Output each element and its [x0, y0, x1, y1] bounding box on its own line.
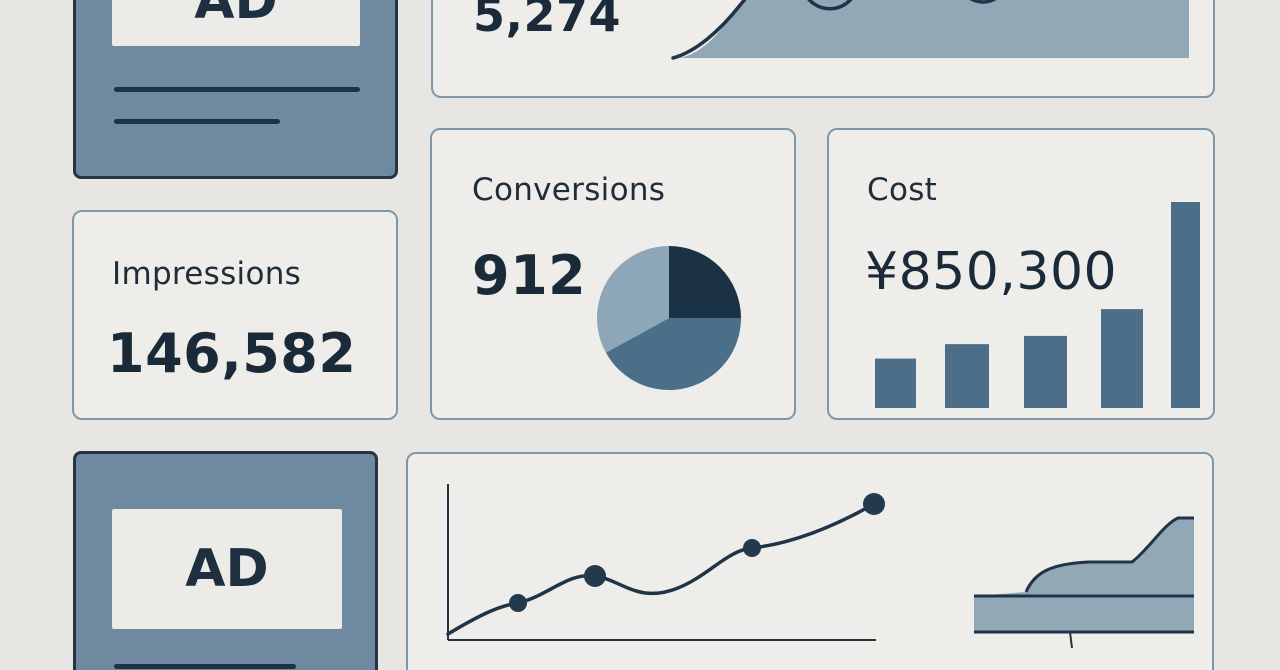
top-ad-badge: AD: [112, 0, 360, 46]
trend-line: [446, 502, 876, 636]
top-ad-panel[interactable]: AD: [73, 0, 398, 179]
cost-bar-4: [1101, 309, 1143, 408]
trend-chart: [446, 484, 1194, 649]
conversions-card[interactable]: Conversions 912: [430, 128, 796, 420]
clicks-curve-2: [969, 0, 997, 4]
top-ad-line-1: [114, 87, 360, 92]
trend-area-line: [1024, 516, 1194, 593]
trend-point-2: [584, 565, 606, 587]
impressions-card[interactable]: Impressions 146,582: [72, 210, 398, 420]
bottom-ad-panel[interactable]: AD: [73, 451, 378, 670]
trend-card[interactable]: [406, 452, 1214, 670]
clicks-area-chart: [671, 0, 1189, 60]
pie-slice-2: [605, 318, 741, 390]
impressions-value: 146,582: [107, 322, 357, 385]
pie-slice-1: [669, 246, 741, 318]
pie-slice-3: [597, 246, 669, 353]
cost-value: ¥850,300: [865, 242, 1118, 302]
trend-area-tick: [1069, 631, 1073, 649]
cost-bar-1: [875, 358, 916, 408]
trend-point-4: [863, 493, 885, 515]
impressions-label: Impressions: [112, 256, 302, 292]
trend-point-3: [743, 539, 761, 557]
clicks-card[interactable]: 5,274: [431, 0, 1215, 98]
cost-bar-2: [945, 344, 989, 408]
conversions-value: 912: [472, 244, 587, 307]
clicks-area-fill: [679, 0, 1189, 58]
clicks-area-line: [671, 0, 747, 60]
clicks-curve-1: [807, 0, 853, 11]
trend-point-1: [509, 594, 527, 612]
cost-card[interactable]: Cost ¥850,300: [827, 128, 1215, 420]
trend-area-fill: [974, 518, 1194, 632]
cost-label: Cost: [867, 172, 938, 208]
bottom-ad-badge: AD: [112, 509, 342, 629]
top-ad-label: AD: [194, 0, 278, 31]
conversions-pie-chart: [597, 246, 741, 390]
cost-bar-chart: [875, 202, 1200, 408]
conversions-label: Conversions: [472, 172, 666, 208]
cost-bar-3: [1024, 335, 1067, 408]
top-ad-line-2: [114, 119, 280, 124]
clicks-value: 5,274: [473, 0, 622, 42]
bottom-ad-label: AD: [185, 539, 269, 599]
bottom-ad-line: [114, 664, 296, 669]
cost-bar-5: [1171, 202, 1200, 408]
